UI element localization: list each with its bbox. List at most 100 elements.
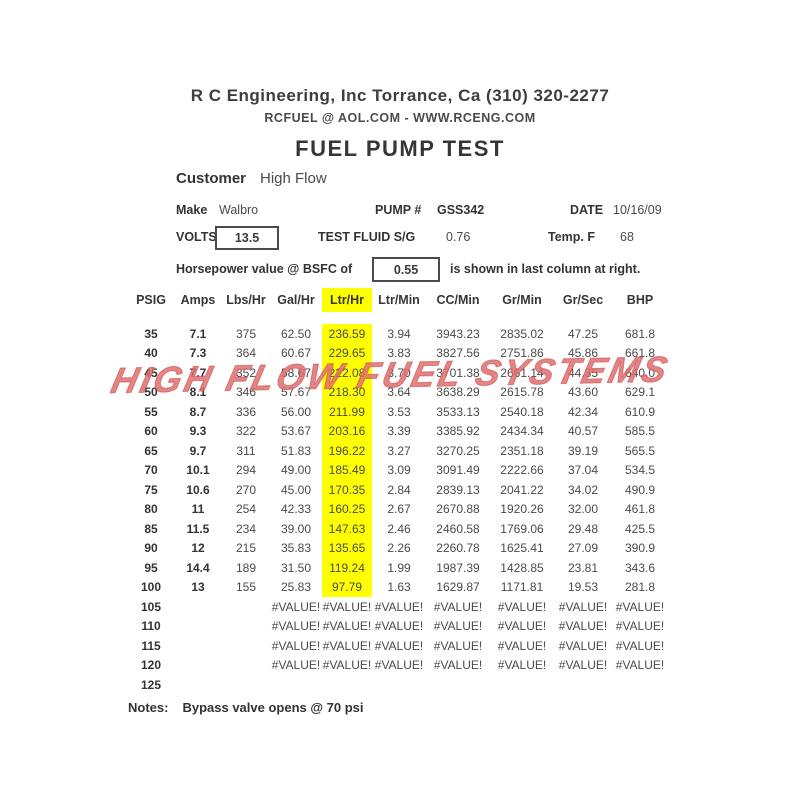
table-cell: 2351.18: [500, 443, 544, 458]
pump-number-value: GSS342: [437, 203, 485, 217]
table-body: 35 7.1 375 62.50 236.59 3.94 3943.23 2835.02 47.…: [128, 324, 668, 695]
table-cell: 9.3: [189, 424, 207, 439]
table-cell: [426, 675, 490, 695]
table-cell: 3.83: [387, 346, 411, 361]
table-cell: 3701.38: [436, 365, 480, 380]
table-cell: 681.8: [624, 326, 656, 341]
table-cell: #VALUE!: [374, 599, 424, 614]
table-cell: 95: [144, 560, 158, 575]
table-cell: 490.9: [624, 482, 656, 497]
table-cell: [222, 617, 270, 637]
table-cell: 2.26: [387, 541, 411, 556]
table-row: 90 12 215 35.83 135.65 2.26 2260.78 1625.41 27.0…: [128, 538, 668, 558]
column-header: BHP: [626, 293, 654, 307]
table-cell: #VALUE!: [558, 658, 608, 673]
table-cell: 10.6: [186, 482, 210, 497]
table-cell: 390.9: [624, 541, 656, 556]
table-cell: 3.70: [387, 365, 411, 380]
table-row: 80 11 254 42.33 160.25 2.67 2670.88 1920.26 32.0…: [128, 499, 668, 519]
column-header: PSIG: [136, 293, 166, 307]
column-header: Lbs/Hr: [226, 293, 266, 307]
table-cell: 45.00: [280, 482, 312, 497]
table-row: 95 14.4 189 31.50 119.24 1.99 1987.39 1428.85 23…: [128, 558, 668, 578]
notes-line: Notes: Bypass valve opens @ 70 psi: [128, 700, 364, 715]
table-cell: 3.64: [387, 385, 411, 400]
table-cell: 100: [140, 580, 162, 595]
column-header: Ltr/Hr: [322, 288, 372, 312]
customer-value: High Flow: [260, 170, 327, 187]
table-cell: 2434.34: [500, 424, 544, 439]
company-name-line: R C Engineering, Inc Torrance, Ca (310) …: [190, 86, 610, 105]
table-cell: 189: [235, 560, 257, 575]
table-row: 105 #VALUE! #VALUE! #VALUE! #VALUE! #VALUE! #V…: [128, 597, 668, 617]
table-cell: 11: [191, 502, 205, 517]
table-cell: #VALUE!: [271, 619, 321, 634]
table-cell: 8.1: [189, 385, 207, 400]
table-cell: 629.1: [624, 385, 656, 400]
table-row: 50 8.1 346 57.67 218.30 3.64 3638.29 2615.78 43.…: [128, 382, 668, 402]
table-cell: 29.48: [567, 521, 599, 536]
table-cell: 10.1: [186, 463, 210, 478]
table-row: 40 7.3 364 60.67 229.65 3.83 3827.56 2751.86 45.…: [128, 343, 668, 363]
table-cell: 1769.06: [500, 521, 544, 536]
table-cell: 53.67: [280, 424, 312, 439]
table-cell: 215: [235, 541, 257, 556]
column-header: Gr/Min: [502, 293, 542, 307]
column-header: Ltr/Min: [378, 293, 420, 307]
table-cell: [174, 675, 222, 695]
table-cell: 3943.23: [436, 326, 480, 341]
table-cell: 40: [144, 346, 158, 361]
table-cell: 35: [144, 326, 158, 341]
table-cell: 3.27: [387, 443, 411, 458]
table-cell: 119.24: [322, 558, 372, 578]
table-cell: 375: [235, 326, 257, 341]
table-cell: [222, 597, 270, 617]
table-cell: 31.50: [280, 560, 312, 575]
table-cell: 336: [235, 404, 257, 419]
table-cell: 1987.39: [436, 560, 480, 575]
table-cell: #VALUE!: [322, 638, 372, 653]
table-cell: 196.22: [322, 441, 372, 461]
table-cell: 40.57: [567, 424, 599, 439]
table-cell: 7.1: [189, 326, 207, 341]
table-cell: 281.8: [624, 580, 656, 595]
table-cell: 2.46: [387, 521, 411, 536]
table-cell: 585.5: [624, 424, 656, 439]
temp-value: 68: [620, 230, 634, 244]
table-cell: 2260.78: [436, 541, 480, 556]
bsfc-value-box: 0.55: [372, 257, 440, 282]
test-fluid-label: TEST FLUID S/G: [318, 230, 416, 244]
table-cell: 294: [235, 463, 257, 478]
table-row: 55 8.7 336 56.00 211.99 3.53 3533.13 2540.18 42.…: [128, 402, 668, 422]
column-header: Gal/Hr: [277, 293, 315, 307]
table-row: 120 #VALUE! #VALUE! #VALUE! #VALUE! #VALUE! #V…: [128, 656, 668, 676]
table-cell: 8.7: [189, 404, 207, 419]
table-cell: 565.5: [624, 443, 656, 458]
table-cell: 25.83: [280, 580, 312, 595]
table-cell: 85: [144, 521, 158, 536]
make-value: Walbro: [219, 203, 259, 217]
table-cell: 640.0: [624, 365, 656, 380]
table-cell: [174, 656, 222, 676]
table-cell: #VALUE!: [271, 658, 321, 673]
table-cell: 60.67: [280, 346, 312, 361]
table-cell: [612, 675, 668, 695]
page-title: FUEL PUMP TEST: [295, 136, 505, 161]
table-cell: 32.00: [567, 502, 599, 517]
table-cell: 60: [144, 424, 158, 439]
table-cell: 147.63: [322, 519, 372, 539]
table-cell: 2751.86: [500, 346, 544, 361]
table-row: 110 #VALUE! #VALUE! #VALUE! #VALUE! #VALUE! #V…: [128, 617, 668, 637]
table-cell: 42.34: [567, 404, 599, 419]
table-cell: 65: [144, 443, 158, 458]
table-cell: 218.30: [322, 382, 372, 402]
date-label: DATE: [570, 203, 604, 217]
table-cell: 9.7: [189, 443, 207, 458]
table-cell: #VALUE!: [374, 638, 424, 653]
table-cell: 13: [191, 580, 205, 595]
table-cell: 185.49: [322, 460, 372, 480]
table-cell: 222.08: [322, 363, 372, 383]
table-cell: 44.35: [567, 365, 599, 380]
table-cell: #VALUE!: [374, 619, 424, 634]
